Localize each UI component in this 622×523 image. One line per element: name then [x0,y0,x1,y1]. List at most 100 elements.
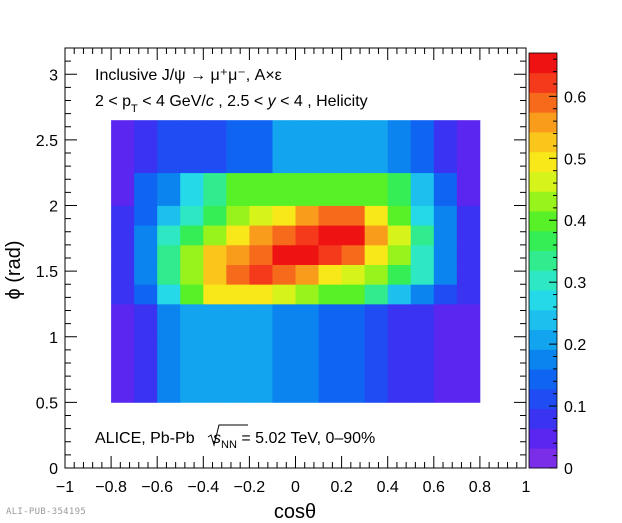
heatmap-cell [364,120,389,174]
heatmap-cell [341,336,366,403]
annotation-bottom: ALICE, Pb-Pb sNN = 5.02 TeV, 0–90% [95,430,375,451]
heatmap-cell [226,336,250,403]
heatmap-cell [364,225,389,246]
heatmap-cell [387,205,412,226]
heatmap-cell [157,172,181,206]
pt-subscript: T [131,103,138,115]
heatmap-cell [111,303,135,338]
heatmap-cell [295,303,319,338]
heatmap-cell [249,205,273,226]
y-tick-label: 2.5 [36,133,58,150]
colorbar-band [529,329,557,350]
heatmap-cell [433,264,458,285]
colorbar-band [529,132,557,153]
heatmap-cell [226,284,250,305]
colorbar [529,53,557,469]
y-tick-label: 0.5 [36,395,58,412]
colorbar-band [529,448,557,469]
heatmap-cell [180,172,204,206]
heatmap-cell [387,336,412,403]
heatmap-cell [433,284,458,305]
heatmap-cell [295,244,319,265]
x-tick-label: −1 [56,479,74,496]
heatmap-cell [272,264,296,285]
x-axis-title: cosθ [274,501,316,523]
y-tick-label: 0 [49,461,58,478]
heatmap-cell [157,264,181,285]
heatmap-cell [226,264,250,285]
colorbar-band [529,92,557,113]
heatmap-cell [272,303,296,338]
heatmap-cell [157,284,181,305]
heatmap-cell [226,244,250,265]
heatmap-cell [111,336,135,403]
annotation-line1: Inclusive J/ψ → μ⁺μ⁻, A×ε [95,67,282,84]
colorbar-band [529,408,557,429]
heatmap-cell [226,205,250,226]
x-tick-label: 0.6 [423,479,445,496]
heatmap-cell [157,244,181,265]
x-tick-label: −0.6 [141,479,173,496]
y-tick-label: 3 [49,67,58,84]
heatmap-cell [203,284,227,305]
heatmap-cell [203,264,227,285]
colorbar-band [529,270,557,291]
heatmap-cell [364,336,389,403]
colorbar-frame [528,52,558,469]
y-axis-title: ϕ (rad) [3,241,25,300]
heatmap-cell [180,120,204,174]
heatmap-cell [410,244,435,265]
colorbar-band [529,112,557,133]
heatmap-cell [157,120,181,174]
heatmap-cell [203,120,227,174]
heatmap-cell [180,244,204,265]
heatmap-cell [272,284,296,305]
heatmap-cell [134,120,158,174]
x-tick-label: 0.8 [469,479,491,496]
heatmap-cell [341,172,366,206]
x-tick-label: 0 [291,479,300,496]
heatmap-cell [203,244,227,265]
heatmap-cell [410,225,435,246]
heatmap-cell [111,244,135,265]
colorbar-band [529,191,557,212]
heatmap-cell [456,172,481,206]
heatmap-cell [341,244,366,265]
heatmap-cell [249,244,273,265]
x-tick-label: −0.2 [234,479,266,496]
colorbar-tick-label: 0.3 [564,275,586,292]
heatmap-cell [272,205,296,226]
heatmap-cell [364,264,389,285]
heatmap-cell [318,336,342,403]
heatmap-cell [341,264,366,285]
heatmap-cell [180,205,204,226]
heatmap-cell [456,264,481,285]
heatmap-cell [433,205,458,226]
heatmap-cell [295,205,319,226]
heatmap-cell [318,172,342,206]
heatmap-cell [433,172,458,206]
heatmap-cell [180,264,204,285]
y-tick-label: 1.5 [36,264,58,281]
colorbar-tick-label: 0.6 [564,89,586,106]
heatmap-cell [134,303,158,338]
sqrt-symbol [207,424,248,447]
heatmap-cell [410,172,435,206]
heatmap-cell [249,336,273,403]
heatmap-cell [318,120,342,174]
x-tick-label: 0.2 [330,479,352,496]
x-tick-label: 0.4 [377,479,399,496]
heatmap-cell [180,284,204,305]
heatmap-cell [318,284,342,305]
heatmap-cell [456,205,481,226]
heatmap-cell [410,336,435,403]
heatmap-cell [272,336,296,403]
heatmap-cell [433,336,458,403]
heatmap-cell [456,244,481,265]
heatmap-cell [180,303,204,338]
heatmap-cell [456,120,481,174]
heatmap-cell [249,284,273,305]
heatmap-cell [203,336,227,403]
colorbar-band [529,211,557,232]
heatmap-cell [157,303,181,338]
